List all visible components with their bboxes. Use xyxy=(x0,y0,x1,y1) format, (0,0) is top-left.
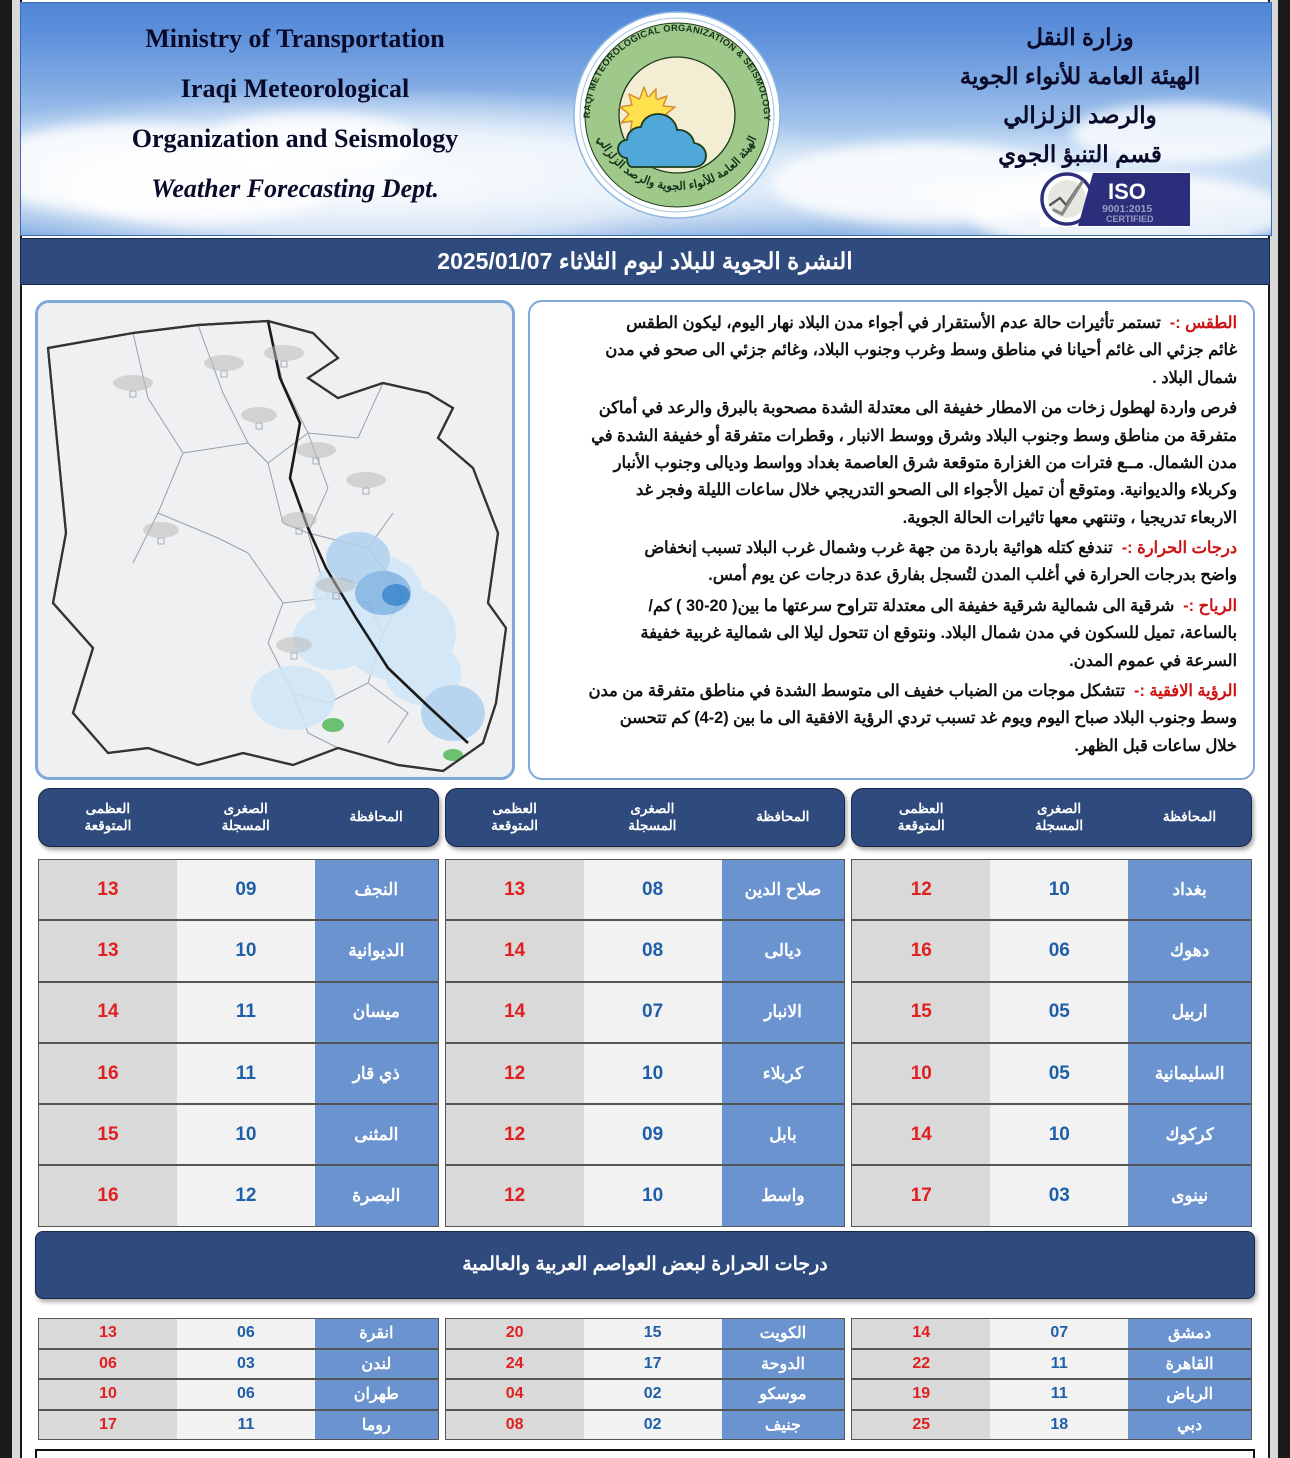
svg-text:ISO: ISO xyxy=(1108,179,1146,204)
svg-text:CERTIFIED: CERTIFIED xyxy=(1106,214,1154,224)
